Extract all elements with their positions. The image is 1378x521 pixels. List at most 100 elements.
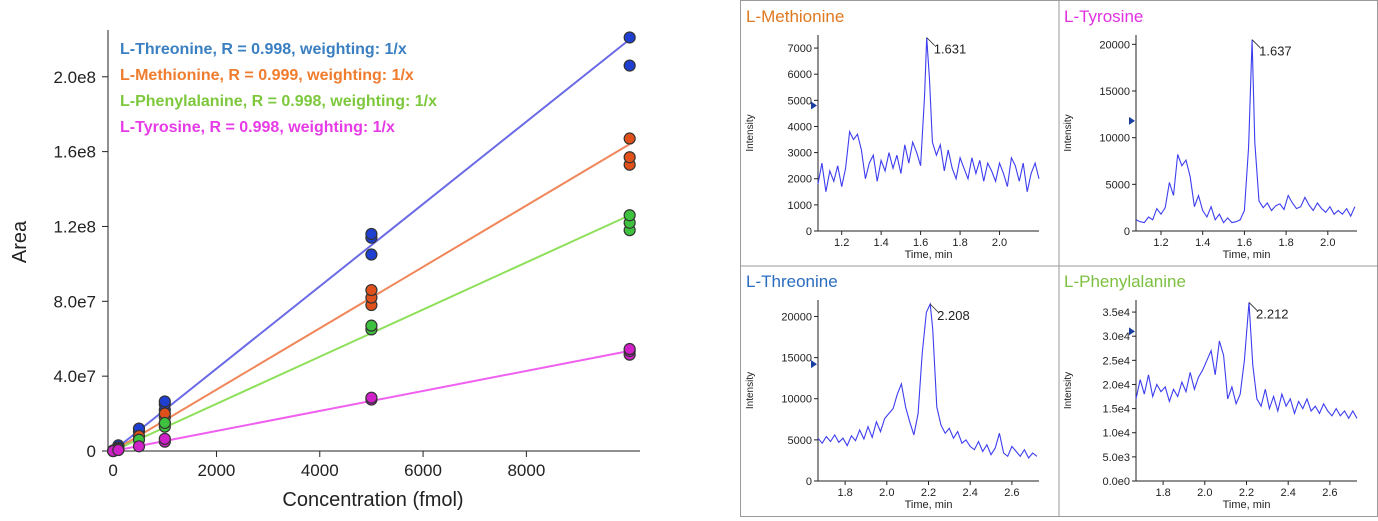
y-tick-label: 0.0e0 (1102, 476, 1130, 488)
chromatogram-l-phenylalanine: L-Phenylalanine 1.8 2.0 2.2 2.4 2.6 0.0e0 5.0e3… (1063, 272, 1358, 511)
y-tick-label: 5.0e3 (1102, 452, 1130, 464)
y-tick-label: 2000 (788, 174, 812, 186)
y-axis-label: Intensity (745, 114, 756, 151)
x-tick-label: 2.0 (1197, 487, 1212, 499)
y-tick-label: 2.0e8 (53, 68, 96, 87)
data-point-l-threonine (623, 59, 636, 72)
y-tick-label: 0 (87, 442, 96, 461)
data-point-l-phenylalanine (365, 319, 378, 332)
y-tick-label: 20000 (781, 311, 812, 323)
y-axis-label: Intensity (745, 372, 756, 409)
y-tick-label: 15000 (1099, 86, 1130, 98)
calibration-chart: 0 2000 4000 6000 8000 0 4.0e7 8.0e7 1.2e8 1.6e8 2.… (9, 30, 640, 511)
peak-leader (1251, 39, 1261, 48)
x-tick-label: 1.6 (913, 237, 928, 249)
threshold-arrow-icon (1129, 116, 1135, 125)
peak-retention-label: 2.212 (1256, 306, 1289, 321)
peak-retention-label: 1.631 (934, 42, 967, 57)
data-point-l-tyrosine (158, 432, 171, 445)
data-point-l-tyrosine (365, 391, 378, 404)
chromatogram-trace (1135, 302, 1358, 420)
chromatogram-l-tyrosine: L-Tyrosine 1.2 1.4 1.6 1.8 2.0 0 5000 10000 15000… (1063, 7, 1357, 261)
y-tick-label: 4.0e7 (53, 367, 96, 386)
fit-line-l-threonine (112, 38, 631, 452)
chromatogram-panel: L-Methionine 1.2 1.4 1.6 1.8 2.0 0 1000 2000 3000… (740, 0, 1378, 517)
y-tick-label: 2.0e4 (1102, 379, 1130, 391)
y-tick-label: 20000 (1099, 39, 1130, 51)
chromatogram-title: L-Tyrosine (1064, 7, 1143, 26)
data-point-l-threonine (365, 248, 378, 261)
chromatogram-title: L-Threonine (746, 272, 838, 291)
x-tick-label: 1.8 (837, 487, 852, 499)
x-axis-label: Time, min (1223, 499, 1271, 511)
x-tick-label: 6000 (404, 461, 442, 480)
threshold-arrow-icon (811, 360, 817, 369)
y-axis-label: Intensity (1063, 372, 1074, 409)
y-tick-label: 7000 (788, 43, 812, 55)
legend-entry-l-methionine: L-Methionine, R = 0.999, weighting: 1/x (120, 67, 414, 84)
x-tick-label: 1.2 (1153, 237, 1168, 249)
threshold-arrow-icon (1129, 327, 1135, 336)
y-tick-label: 0 (806, 226, 812, 238)
x-tick-label: 8000 (507, 461, 545, 480)
y-tick-label: 8.0e7 (53, 292, 96, 311)
y-tick-label: 1.0e4 (1102, 428, 1130, 440)
x-tick-label: 2000 (198, 461, 236, 480)
y-tick-label: 10000 (781, 394, 812, 406)
y-tick-label: 15000 (781, 353, 812, 365)
x-tick-label: 1.8 (1155, 487, 1170, 499)
x-axis-label: Time, min (1223, 249, 1271, 261)
chromatogram-title: L-Phenylalanine (1064, 272, 1186, 291)
y-tick-label: 1.6e8 (53, 143, 96, 162)
x-tick-label: 2.2 (921, 487, 936, 499)
y-axis-label: Area (9, 220, 31, 263)
data-point-l-tyrosine (623, 342, 636, 356)
y-tick-label: 1.2e8 (53, 217, 96, 236)
x-tick-label: 1.6 (1237, 237, 1252, 249)
data-point-l-phenylalanine (158, 416, 171, 430)
chromatogram-l-threonine: L-Threonine 1.8 2.0 2.2 2.4 2.6 0 5000 10000 1500… (745, 272, 1039, 511)
x-tick-label: 1.4 (1195, 237, 1210, 249)
legend-entry-l-tyrosine: L-Tyrosine, R = 0.998, weighting: 1/x (120, 119, 395, 136)
threshold-arrow-icon (811, 101, 817, 110)
y-axis-label: Intensity (1063, 114, 1074, 151)
x-axis-label: Concentration (fmol) (282, 489, 463, 511)
y-tick-label: 5000 (788, 435, 812, 447)
calibration-legend: L-Threonine, R = 0.998, weighting: 1/x L-… (120, 41, 437, 136)
data-point-l-threonine (623, 31, 636, 44)
chromatogram-trace (817, 37, 1040, 192)
data-point-l-methionine (623, 132, 636, 145)
x-tick-label: 2.0 (879, 487, 894, 499)
y-tick-label: 1000 (788, 200, 812, 212)
data-point-l-methionine (623, 151, 636, 164)
calibration-points (107, 31, 636, 458)
x-tick-label: 1.2 (834, 237, 849, 249)
legend-entry-l-threonine: L-Threonine, R = 0.998, weighting: 1/x (120, 41, 407, 58)
x-tick-label: 2.4 (963, 487, 978, 499)
x-tick-label: 1.8 (952, 237, 967, 249)
data-point-l-threonine (365, 227, 378, 241)
peak-leader (926, 37, 936, 46)
x-tick-label: 2.6 (1322, 487, 1337, 499)
y-tick-label: 3.0e4 (1102, 331, 1130, 343)
chromatogram-trace (1135, 39, 1356, 224)
y-tick-label: 0 (806, 476, 812, 488)
peak-retention-label: 2.208 (937, 308, 970, 323)
chromatogram-trace (817, 302, 1038, 460)
data-point-l-tyrosine (112, 443, 125, 457)
x-axis-label: Time, min (905, 499, 953, 511)
peak-retention-label: 1.637 (1259, 44, 1292, 59)
y-tick-label: 3.5e4 (1102, 307, 1130, 319)
y-tick-label: 5000 (1106, 179, 1130, 191)
peak-leader (1248, 302, 1258, 311)
data-point-l-methionine (365, 283, 378, 297)
y-tick-label: 5000 (788, 95, 812, 107)
peak-leader (929, 303, 939, 313)
calibration-axes: 0 2000 4000 6000 8000 0 4.0e7 8.0e7 1.2e8 1.6e8 2.… (53, 30, 640, 480)
y-tick-label: 4000 (788, 121, 812, 133)
x-tick-label: 1.8 (1278, 237, 1293, 249)
x-tick-label: 2.6 (1004, 487, 1019, 499)
x-tick-label: 0 (108, 461, 117, 480)
chromatogram-grid: L-Methionine 1.2 1.4 1.6 1.8 2.0 0 1000 2000 3000… (741, 1, 1377, 516)
x-tick-label: 2.0 (992, 237, 1007, 249)
